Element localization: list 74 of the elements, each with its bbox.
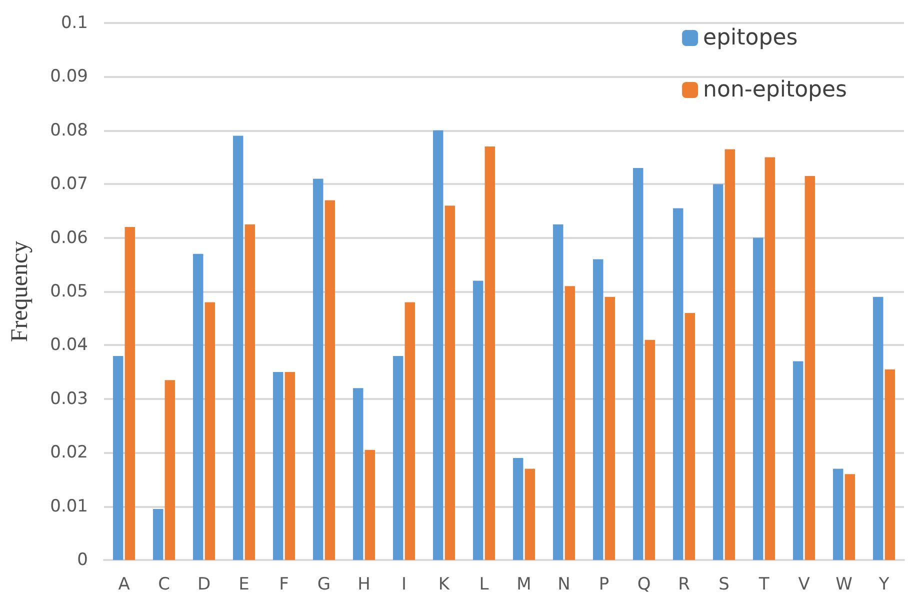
bar	[844, 474, 855, 560]
bar	[393, 356, 404, 560]
bar	[324, 200, 335, 560]
bar	[113, 356, 124, 560]
x-tick-label: S	[718, 574, 730, 594]
x-tick-label: T	[758, 574, 770, 594]
bar	[364, 450, 375, 560]
bar	[564, 286, 575, 560]
y-tick-label: 0.1	[60, 13, 88, 33]
x-tick-label: C	[158, 574, 170, 594]
bar	[604, 296, 615, 560]
bar	[313, 178, 324, 560]
bar	[884, 369, 895, 560]
x-tick-label: V	[798, 574, 810, 594]
x-tick-label: W	[836, 574, 853, 594]
bar	[444, 206, 455, 560]
y-tick-label: 0.05	[50, 282, 88, 302]
bar	[513, 458, 524, 560]
y-tick-label: 0.08	[50, 120, 88, 140]
bar	[753, 238, 764, 560]
x-tick-label: A	[118, 574, 130, 594]
bar	[273, 372, 284, 560]
y-tick-label: 0	[77, 550, 88, 570]
x-tick-label: L	[479, 574, 490, 594]
bar	[524, 468, 535, 560]
y-tick-label: 0.07	[50, 174, 88, 194]
bar	[193, 254, 204, 560]
bar	[873, 296, 884, 560]
x-tick-label: N	[558, 574, 570, 594]
y-tick-label: 0.02	[50, 442, 88, 463]
y-tick-label: 0.04	[50, 335, 88, 356]
x-tick-label: D	[197, 574, 211, 594]
x-tick-label: Y	[878, 574, 890, 594]
bar	[484, 146, 495, 560]
x-tick-label: H	[358, 574, 370, 594]
bar	[553, 224, 564, 560]
bar	[713, 184, 724, 560]
bar	[244, 224, 255, 560]
bar	[433, 130, 444, 560]
bar	[793, 361, 804, 560]
x-tick-label: M	[516, 574, 532, 594]
bar	[673, 208, 684, 560]
x-tick-label: I	[401, 574, 407, 594]
bar	[164, 380, 175, 560]
x-tick-label: Q	[637, 574, 651, 594]
y-tick-label: 0.06	[50, 228, 88, 248]
bar	[593, 259, 604, 560]
bar	[804, 176, 815, 560]
bar	[153, 508, 164, 560]
y-tick-label: 0.01	[50, 496, 88, 516]
y-tick-label: 0.09	[50, 66, 88, 87]
bar	[284, 372, 295, 560]
y-tick-label: 0.03	[50, 388, 88, 409]
bar	[684, 312, 695, 560]
y-axis-title: Frequency	[7, 240, 33, 342]
bar	[404, 302, 415, 560]
bar	[633, 168, 644, 560]
bar	[233, 136, 244, 560]
bar	[353, 388, 364, 560]
x-tick-label: E	[238, 574, 250, 594]
bar	[204, 302, 215, 560]
bar	[724, 149, 735, 560]
x-tick-label: F	[279, 574, 289, 594]
bar	[473, 280, 484, 560]
bar	[644, 340, 655, 560]
x-tick-label: K	[438, 574, 450, 594]
legend-label: non-epitopes	[703, 78, 848, 102]
x-tick-label: R	[678, 574, 690, 594]
x-tick-label: G	[317, 574, 331, 594]
x-tick-label: P	[598, 574, 610, 594]
bar	[833, 468, 844, 560]
legend-label: epitopes	[703, 26, 798, 50]
bar	[124, 227, 135, 560]
bar	[764, 157, 775, 560]
